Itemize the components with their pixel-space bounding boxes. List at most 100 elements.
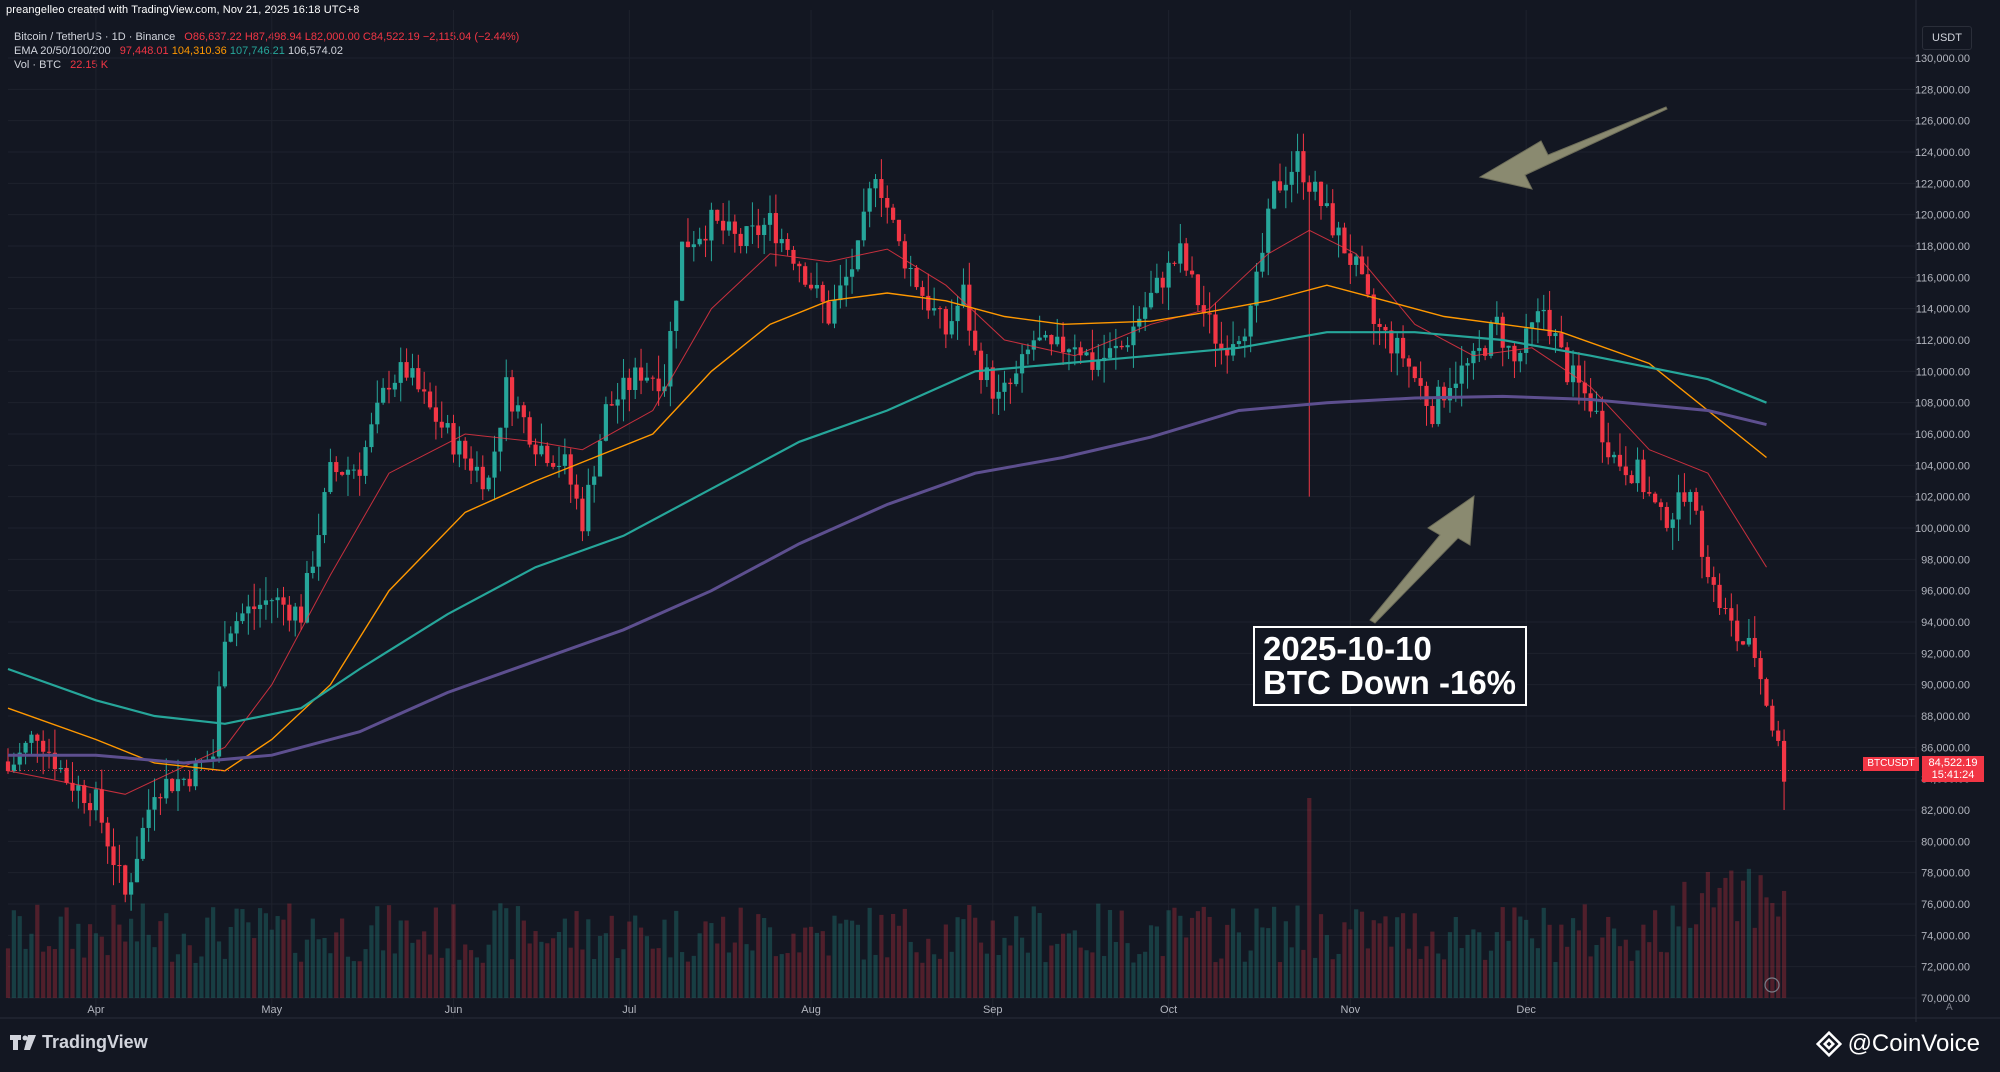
- volume-bar: [1002, 937, 1007, 998]
- candle-body: [52, 752, 57, 770]
- candle-body: [1236, 341, 1242, 345]
- volume-bar: [1090, 952, 1095, 998]
- candle-body: [1723, 608, 1728, 610]
- candle-body: [1483, 348, 1488, 356]
- volume-bar: [603, 933, 608, 998]
- volume-bar: [1330, 959, 1335, 998]
- price-axis-tick-label: 130,000.00: [1915, 53, 1970, 65]
- volume-bar: [650, 948, 655, 998]
- legend-vol-row[interactable]: Vol · BTC 22.15 K: [14, 58, 519, 72]
- candle-body: [23, 742, 28, 753]
- candle-body: [633, 367, 638, 390]
- volume-bar: [357, 961, 362, 998]
- volume-bar: [1371, 920, 1376, 998]
- coinvoice-brand: @CoinVoice: [1847, 1030, 1980, 1057]
- currency-selector-button[interactable]: USDT: [1922, 26, 1972, 50]
- volume-bar: [750, 950, 755, 998]
- volume-bar: [117, 924, 122, 998]
- ema-line-ema200: [8, 394, 1767, 765]
- candle-body: [1400, 337, 1406, 359]
- price-axis-tick-label: 74,000.00: [1921, 930, 1970, 942]
- volume-bar: [492, 910, 497, 998]
- candle-body: [1166, 262, 1171, 288]
- price-axis-tick-label: 92,000.00: [1921, 648, 1970, 660]
- last-price-value: 84,522.19: [1928, 757, 1978, 769]
- volume-bar: [1148, 925, 1154, 998]
- volume-bar: [181, 933, 186, 998]
- candle-body: [1084, 352, 1089, 356]
- price-axis-tick-label: 96,000.00: [1921, 586, 1970, 598]
- volume-bar: [715, 943, 720, 998]
- annotation-text: BTC Down -16%: [1263, 664, 1517, 701]
- price-chart[interactable]: 70,000.00 72,000.00 74,000.00 76,000.00 78,0…: [0, 0, 2000, 1022]
- volume-bar: [1389, 946, 1394, 998]
- volume-bar: [234, 908, 239, 998]
- volume-bar: [70, 948, 75, 998]
- price-axis-tick-label: 120,000.00: [1915, 210, 1970, 222]
- candle-body: [1635, 459, 1640, 484]
- candle-body: [287, 604, 292, 621]
- candle-body: [1611, 454, 1617, 458]
- candle-body: [310, 566, 315, 574]
- candle-body: [152, 797, 157, 810]
- auto-scale-button[interactable]: A: [1946, 1002, 1953, 1013]
- volume-bar: [685, 961, 691, 998]
- candle-body: [1131, 326, 1136, 346]
- price-axis-tick-label: 110,000.00: [1916, 366, 1970, 378]
- volume-bar: [1395, 917, 1400, 998]
- volume-bar: [175, 954, 181, 998]
- volume-bar: [1576, 930, 1582, 998]
- candle-body: [1359, 256, 1365, 275]
- legend-symbol-row[interactable]: Bitcoin / TetherUS · 1D · Binance O86,63…: [14, 30, 519, 44]
- legend-ema-row[interactable]: EMA 20/50/100/200 97,448.01 104,310.36 1…: [14, 44, 519, 58]
- candle-body: [427, 391, 433, 408]
- candle-body: [644, 377, 650, 381]
- candle-body: [398, 362, 403, 383]
- volume-bar: [486, 944, 491, 998]
- candle-body: [1254, 271, 1259, 306]
- candle-body: [1518, 352, 1523, 362]
- volume-bar: [1611, 928, 1617, 998]
- volume-bar: [920, 962, 925, 998]
- tradingview-brand: TradingView: [42, 1032, 148, 1052]
- volume-bar: [767, 927, 773, 998]
- volume-bar: [1248, 950, 1253, 998]
- volume-bar: [35, 904, 40, 998]
- volume-bar: [926, 938, 931, 998]
- candle-body: [832, 300, 837, 324]
- volume-bar: [1488, 950, 1494, 998]
- volume-bar: [674, 910, 679, 998]
- candle-body: [545, 445, 550, 464]
- ema-line-ema50: [7, 284, 1767, 772]
- volume-bar: [1342, 922, 1347, 998]
- volume-bar: [340, 918, 345, 998]
- volume-bar: [1559, 924, 1564, 998]
- volume-bar: [1518, 916, 1523, 998]
- candle-body: [468, 458, 474, 471]
- price-axis-tick-label: 102,000.00: [1915, 492, 1970, 504]
- volume-bar: [961, 919, 966, 998]
- ohlc-high: H87,498.94: [244, 31, 302, 43]
- bar-countdown: 15:41:24: [1931, 769, 1975, 781]
- volume-bar: [744, 944, 749, 998]
- volume-bar: [1594, 944, 1599, 998]
- candle-body: [726, 221, 732, 231]
- candle-body: [568, 454, 573, 485]
- tradingview-logo[interactable]: TradingView: [10, 1032, 148, 1053]
- ema-line-ema100: [7, 331, 1767, 725]
- candle-body: [937, 308, 943, 310]
- candle-body: [855, 240, 861, 270]
- candle-body: [820, 284, 825, 302]
- candle-body: [750, 225, 755, 227]
- candle-body: [498, 427, 503, 452]
- candle-body: [334, 462, 339, 473]
- candle-body: [1178, 243, 1183, 264]
- chart-credit: preangelleo created with TradingView.com…: [6, 4, 360, 16]
- time-axis-tick-label: Sep: [983, 1004, 1003, 1016]
- candle-body: [709, 209, 714, 241]
- candle-body: [926, 295, 931, 311]
- volume-bar: [1717, 887, 1722, 998]
- volume-bar: [416, 939, 421, 998]
- price-axis-tick-label: 80,000.00: [1921, 836, 1970, 848]
- candle-body: [246, 606, 251, 614]
